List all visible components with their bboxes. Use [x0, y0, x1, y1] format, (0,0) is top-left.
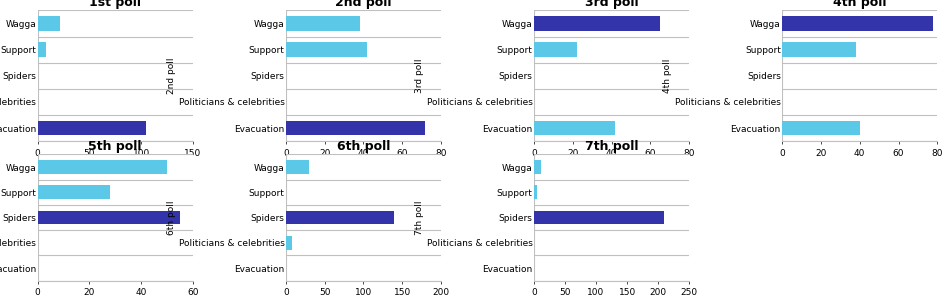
Bar [38, 16, 60, 31]
Bar [782, 42, 856, 57]
Bar [285, 16, 360, 31]
Title: 4th poll: 4th poll [833, 0, 886, 9]
Bar [782, 121, 860, 135]
Title: 1st poll: 1st poll [89, 0, 141, 9]
Bar [38, 42, 46, 57]
Bar [534, 121, 615, 135]
Bar [38, 211, 180, 225]
Bar [38, 160, 167, 174]
Bar [285, 42, 367, 57]
Bar [534, 211, 664, 225]
Y-axis label: 6th poll: 6th poll [167, 200, 176, 235]
Bar [285, 211, 395, 225]
Title: 2nd poll: 2nd poll [335, 0, 392, 9]
Y-axis label: 7th poll: 7th poll [415, 200, 424, 235]
Y-axis label: 4th poll: 4th poll [663, 59, 673, 93]
Bar [285, 121, 426, 135]
Bar [534, 42, 577, 57]
Bar [534, 160, 542, 174]
Bar [782, 16, 934, 31]
Title: 6th poll: 6th poll [336, 140, 390, 153]
Y-axis label: 2nd poll: 2nd poll [167, 58, 176, 94]
Title: 7th poll: 7th poll [585, 140, 639, 153]
Bar [38, 185, 110, 199]
Title: 3rd poll: 3rd poll [585, 0, 639, 9]
Bar [38, 121, 146, 135]
Bar [534, 185, 537, 199]
Bar [285, 236, 292, 250]
Y-axis label: 3rd poll: 3rd poll [415, 59, 424, 93]
Bar [285, 160, 309, 174]
Bar [534, 16, 660, 31]
Title: 5th poll: 5th poll [89, 140, 142, 153]
